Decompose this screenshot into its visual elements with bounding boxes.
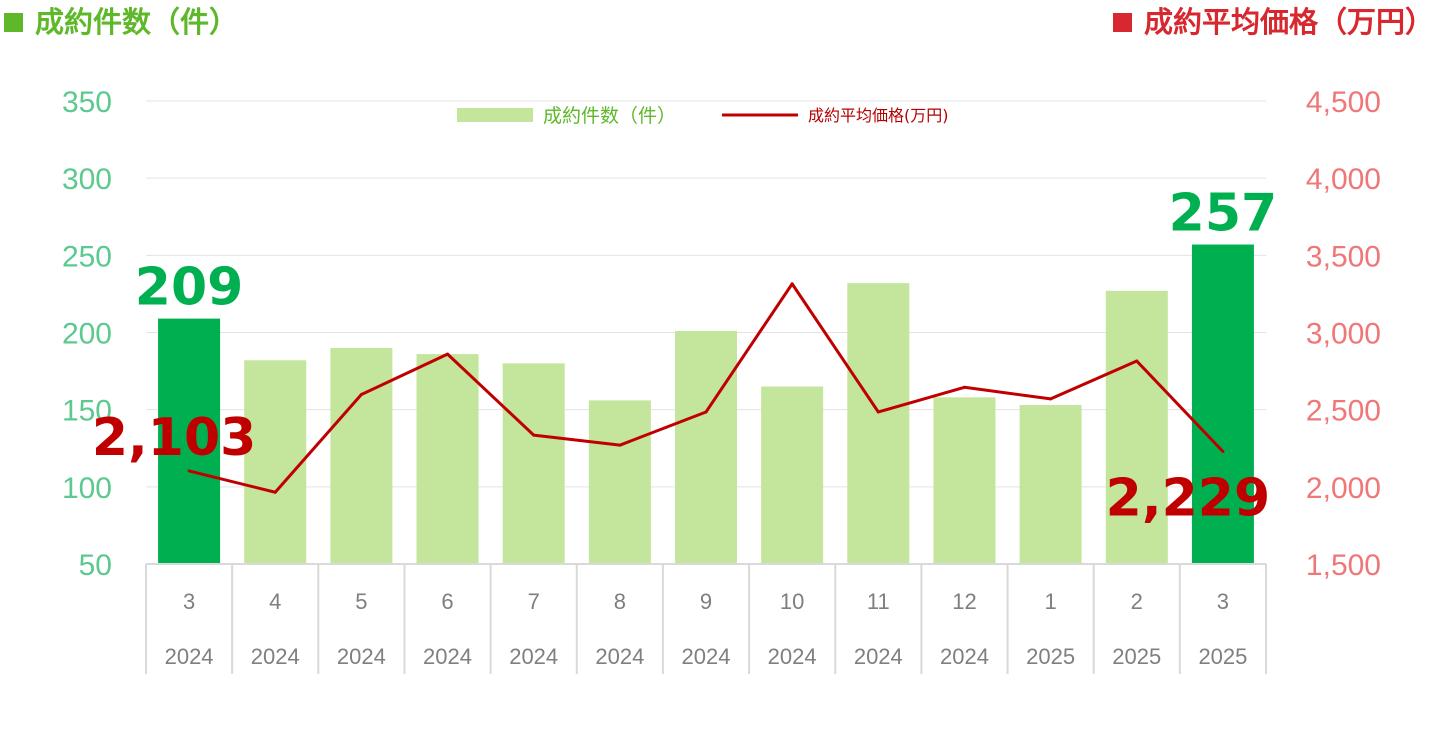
legend: 成約件数（件） 成約平均価格(万円) [457, 105, 949, 127]
line-point [1049, 397, 1053, 401]
bar [244, 360, 307, 564]
line-point [704, 410, 708, 414]
bar [675, 330, 737, 564]
bar [1105, 290, 1168, 564]
month-label: 8 [614, 589, 626, 614]
year-label: 2024 [940, 644, 989, 669]
year-label: 2024 [509, 644, 558, 669]
left-tick-label: 50 [79, 549, 112, 582]
bar-data-label: 257 [1169, 184, 1278, 244]
legend-bar-swatch [457, 108, 533, 122]
bar [588, 400, 651, 564]
bar [847, 283, 910, 564]
legend-bar-label: 成約件数（件） [543, 105, 676, 127]
year-label: 2024 [251, 644, 300, 669]
bar [330, 347, 393, 564]
bar [502, 363, 565, 564]
right-axis-title-text: 成約平均価格（万円） [1143, 5, 1434, 39]
year-label: 2024 [768, 644, 817, 669]
left-axis-title-text: 成約件数（件） [35, 5, 239, 39]
left-axis-ticks: 50 100 150 200 250 300 350 [62, 86, 112, 582]
year-label: 2025 [1112, 644, 1161, 669]
right-tick-label: 3,000 [1306, 318, 1381, 351]
year-label: 2025 [1198, 644, 1247, 669]
bar [416, 354, 479, 564]
line-point [446, 352, 450, 356]
line-point [618, 443, 622, 447]
line-point [876, 410, 880, 414]
right-axis-title: 成約平均価格（万円） [1112, 2, 1434, 42]
line-point [1221, 449, 1225, 453]
line-data-label: 2,229 [1106, 468, 1270, 528]
year-label: 2024 [595, 644, 644, 669]
month-label: 10 [780, 589, 804, 614]
right-tick-label: 3,500 [1306, 240, 1381, 273]
line-point [532, 433, 536, 437]
month-label: 3 [183, 589, 195, 614]
right-tick-label: 1,500 [1306, 549, 1381, 582]
month-label: 11 [867, 589, 890, 614]
month-label: 5 [355, 589, 367, 614]
bar [933, 397, 996, 564]
bar-highlight [158, 318, 221, 564]
month-label: 6 [441, 589, 453, 614]
month-label: 2 [1131, 589, 1143, 614]
right-tick-label: 2,000 [1306, 472, 1381, 505]
year-label: 2025 [1026, 644, 1075, 669]
month-label: 7 [528, 589, 540, 614]
month-label: 12 [952, 589, 976, 614]
line-point [273, 490, 277, 494]
left-tick-label: 200 [62, 318, 112, 351]
month-label: 4 [269, 589, 281, 614]
line-data-label: 2,103 [92, 408, 256, 468]
legend-line-label: 成約平均価格(万円) [808, 106, 949, 125]
year-label: 2024 [682, 644, 731, 669]
left-tick-label: 250 [62, 240, 112, 273]
line-point [790, 282, 794, 286]
right-tick-label: 4,500 [1306, 86, 1381, 119]
left-tick-label: 100 [62, 472, 112, 505]
month-label: 9 [700, 589, 712, 614]
line-series [187, 282, 1225, 494]
bar [1019, 405, 1082, 564]
line-point [359, 393, 363, 397]
left-tick-label: 350 [62, 86, 112, 119]
year-label: 2024 [423, 644, 472, 669]
bar [761, 386, 824, 564]
left-tick-label: 150 [62, 395, 112, 428]
right-tick-label: 4,000 [1306, 163, 1381, 196]
year-label: 2024 [165, 644, 214, 669]
right-axis-ticks: 1,500 2,000 2,500 3,000 3,500 4,000 4,500 [1306, 86, 1381, 582]
bar-series [158, 244, 1254, 564]
year-label: 2024 [337, 644, 386, 669]
right-title-square-icon [1112, 13, 1132, 32]
month-label: 3 [1217, 589, 1229, 614]
left-axis-title: 成約件数（件） [4, 2, 238, 42]
line-point [187, 469, 191, 473]
left-title-square-icon [4, 13, 23, 32]
line-point [1135, 359, 1139, 363]
year-label: 2024 [854, 644, 903, 669]
data-labels: 209 257 2,103 2,229 [92, 184, 1277, 529]
left-tick-label: 300 [62, 163, 112, 196]
line-point [962, 385, 966, 389]
right-tick-label: 2,500 [1306, 395, 1381, 428]
bar-highlight [1191, 244, 1254, 564]
month-label: 1 [1044, 589, 1056, 614]
bar-data-label: 209 [135, 258, 244, 318]
